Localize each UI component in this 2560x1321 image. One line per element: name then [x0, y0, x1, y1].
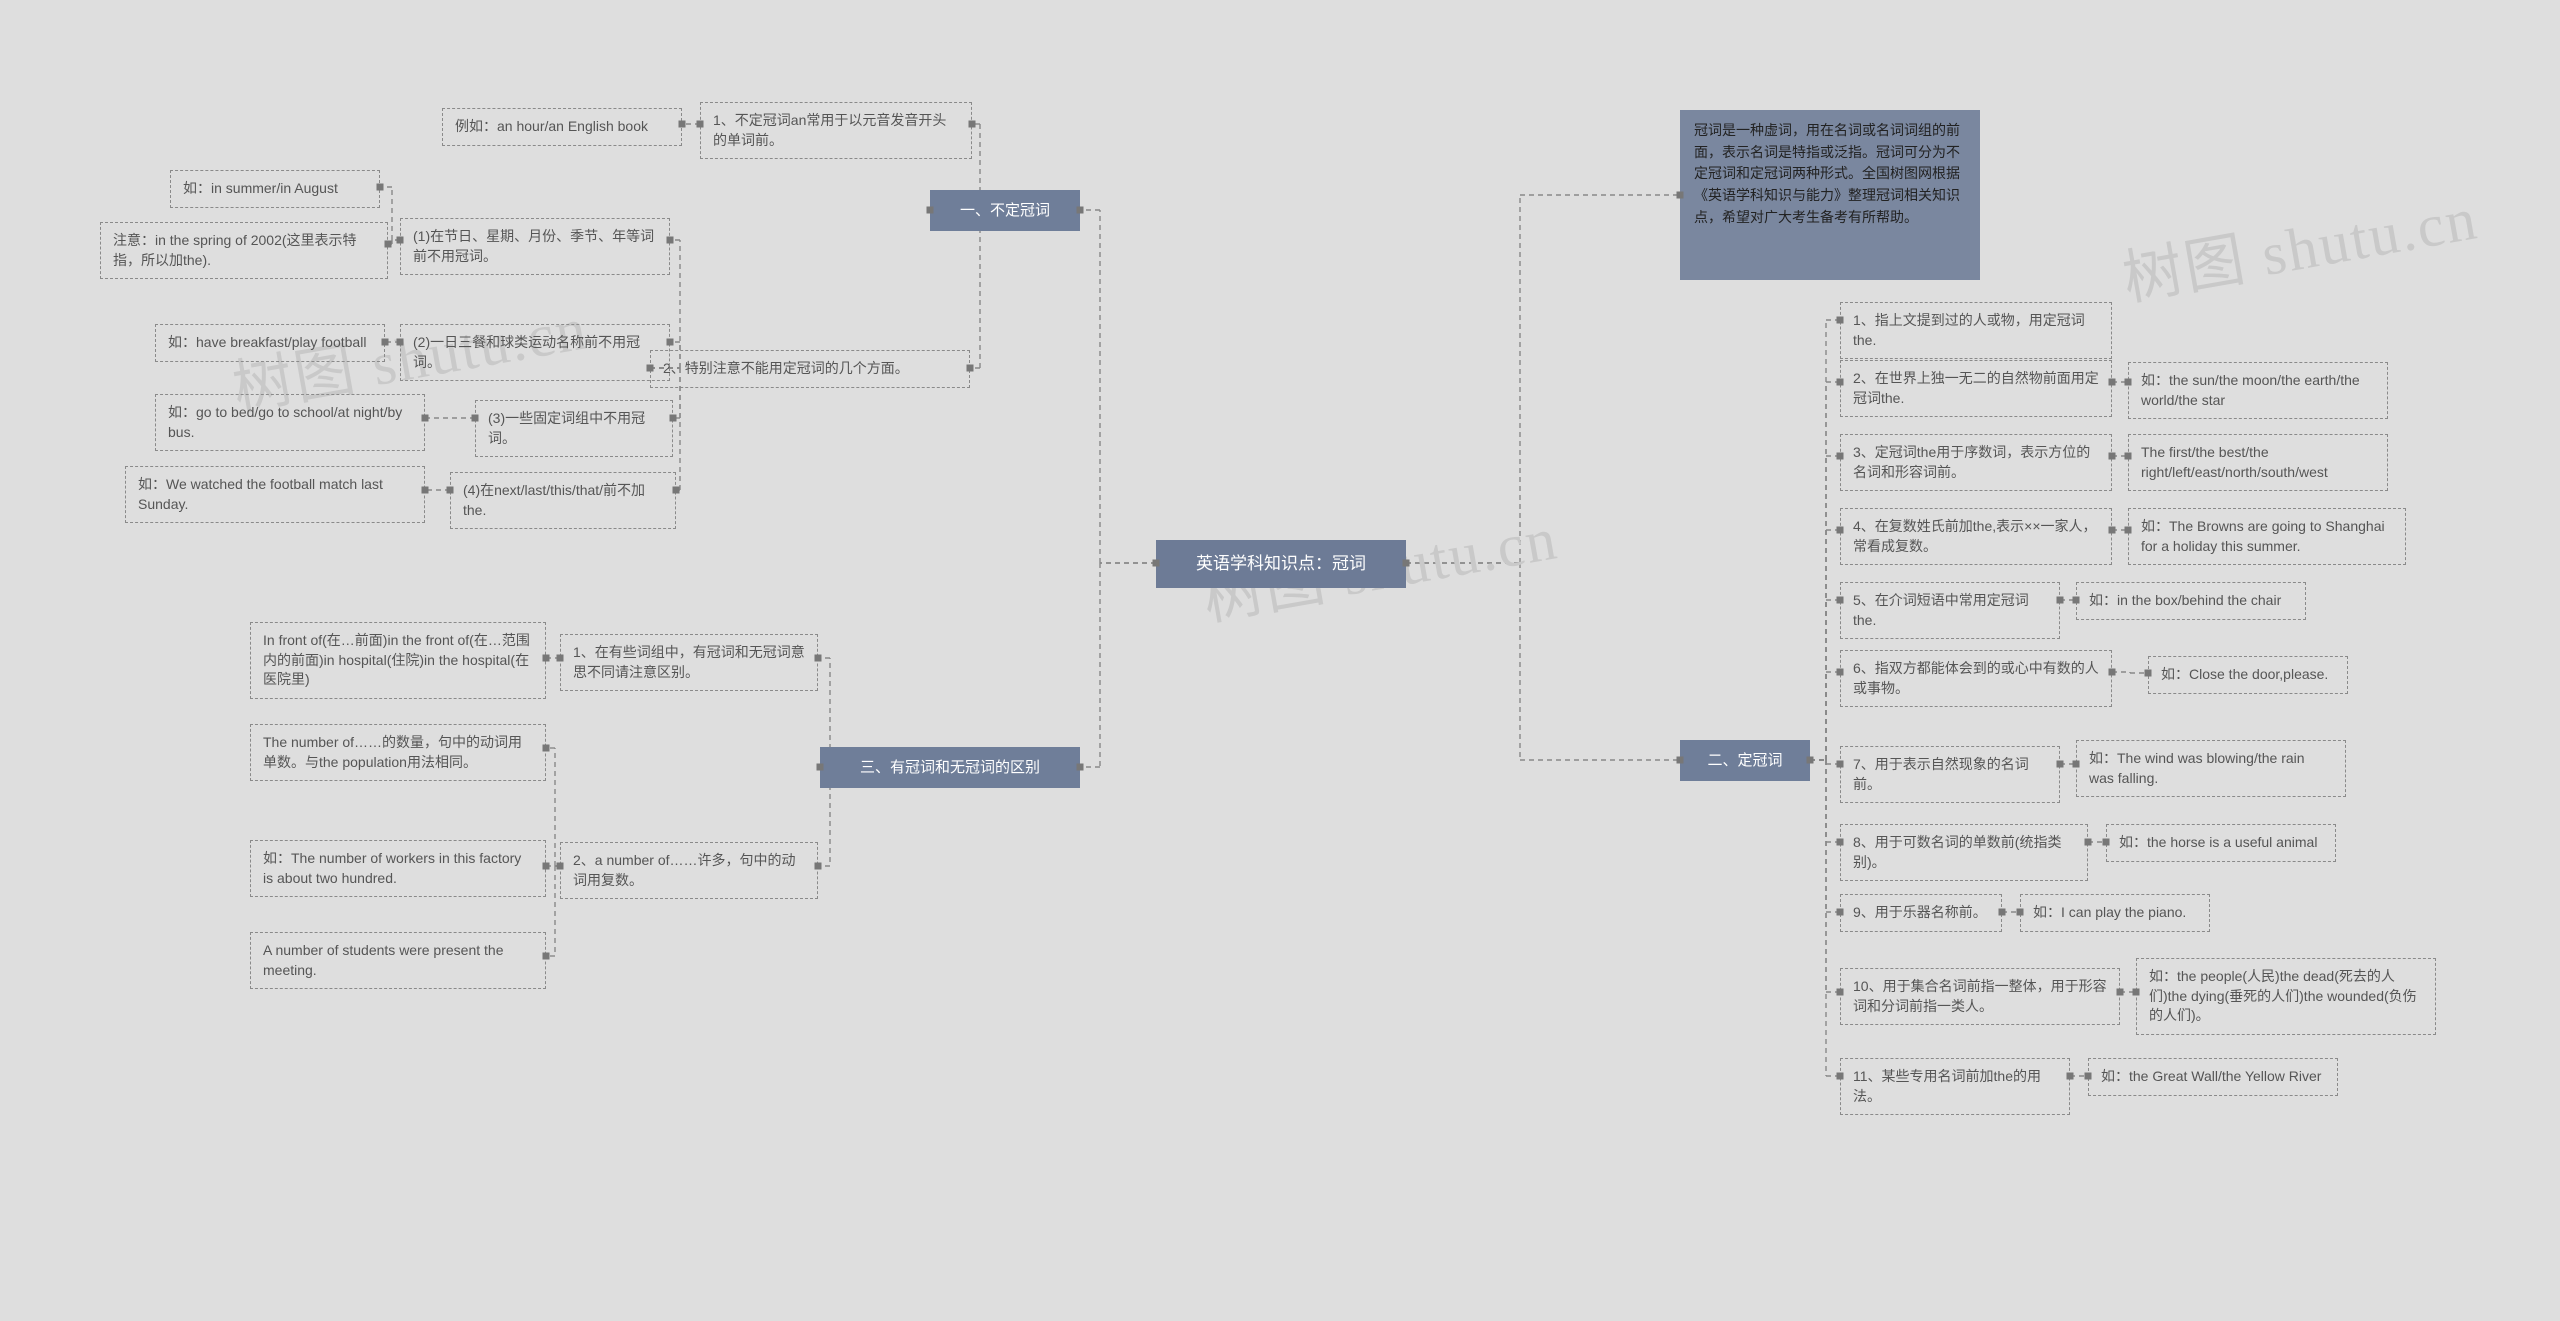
mindmap-node: 2、在世界上独一无二的自然物前面用定冠词the. [1840, 360, 2112, 417]
mindmap-node: 11、某些专用名词前加the的用法。 [1840, 1058, 2070, 1115]
mindmap-node: 8、用于可数名词的单数前(统指类别)。 [1840, 824, 2088, 881]
mindmap-node: 一、不定冠词 [930, 190, 1080, 231]
mindmap-node: 如：I can play the piano. [2020, 894, 2210, 932]
mindmap-node: 如：Close the door,please. [2148, 656, 2348, 694]
mindmap-node: (3)一些固定词组中不用冠词。 [475, 400, 673, 457]
mindmap-node: 如：in summer/in August [170, 170, 380, 208]
mindmap-canvas: 树图 shutu.cn 树图 shutu.cn 树图 shutu.cn 英语学科… [0, 0, 2560, 1321]
watermark: 树图 shutu.cn [2115, 170, 2483, 318]
mindmap-node: 如：the sun/the moon/the earth/the world/t… [2128, 362, 2388, 419]
mindmap-node: (1)在节日、星期、月份、季节、年等词前不用冠词。 [400, 218, 670, 275]
mindmap-node: 如：have breakfast/play football [155, 324, 385, 362]
mindmap-node: In front of(在…前面)in the front of(在…范围内的前… [250, 622, 546, 699]
mindmap-node: 如：The number of workers in this factory … [250, 840, 546, 897]
mindmap-node: 如：the people(人民)the dead(死去的人们)the dying… [2136, 958, 2436, 1035]
mindmap-node: A number of students were present the me… [250, 932, 546, 989]
mindmap-node: The first/the best/the right/left/east/n… [2128, 434, 2388, 491]
mindmap-node: 如：the horse is a useful animal [2106, 824, 2336, 862]
mindmap-node: 2、特别注意不能用定冠词的几个方面。 [650, 350, 970, 388]
mindmap-node: 6、指双方都能体会到的或心中有数的人或事物。 [1840, 650, 2112, 707]
mindmap-node: 如：in the box/behind the chair [2076, 582, 2306, 620]
mindmap-node: 9、用于乐器名称前。 [1840, 894, 2002, 932]
mindmap-node: 2、a number of……许多，句中的动词用复数。 [560, 842, 818, 899]
mindmap-node: The number of……的数量，句中的动词用单数。与the populat… [250, 724, 546, 781]
mindmap-node: 5、在介词短语中常用定冠词the. [1840, 582, 2060, 639]
mindmap-node: 如：the Great Wall/the Yellow River [2088, 1058, 2338, 1096]
mindmap-node: 1、在有些词组中，有冠词和无冠词意思不同请注意区别。 [560, 634, 818, 691]
mindmap-node: (2)一日三餐和球类运动名称前不用冠词。 [400, 324, 670, 381]
mindmap-node: 1、指上文提到过的人或物，用定冠词the. [1840, 302, 2112, 359]
mindmap-node: 英语学科知识点：冠词 [1156, 540, 1406, 588]
mindmap-node: 例如：an hour/an English book [442, 108, 682, 146]
mindmap-node: 三、有冠词和无冠词的区别 [820, 747, 1080, 788]
mindmap-node: 10、用于集合名词前指一整体，用于形容词和分词前指一类人。 [1840, 968, 2120, 1025]
mindmap-node: (4)在next/last/this/that/前不加the. [450, 472, 676, 529]
mindmap-node: 如：The Browns are going to Shanghai for a… [2128, 508, 2406, 565]
mindmap-node: 如：go to bed/go to school/at night/by bus… [155, 394, 425, 451]
mindmap-node: 如：We watched the football match last Sun… [125, 466, 425, 523]
mindmap-node: 7、用于表示自然现象的名词前。 [1840, 746, 2060, 803]
mindmap-node: 冠词是一种虚词，用在名词或名词词组的前面，表示名词是特指或泛指。冠词可分为不定冠… [1680, 110, 1980, 280]
mindmap-node: 4、在复数姓氏前加the,表示××一家人，常看成复数。 [1840, 508, 2112, 565]
mindmap-node: 如：The wind was blowing/the rain was fall… [2076, 740, 2346, 797]
mindmap-node: 注意：in the spring of 2002(这里表示特指，所以加the). [100, 222, 388, 279]
mindmap-node: 二、定冠词 [1680, 740, 1810, 781]
mindmap-node: 3、定冠词the用于序数词，表示方位的名词和形容词前。 [1840, 434, 2112, 491]
mindmap-node: 1、不定冠词an常用于以元音发音开头的单词前。 [700, 102, 972, 159]
